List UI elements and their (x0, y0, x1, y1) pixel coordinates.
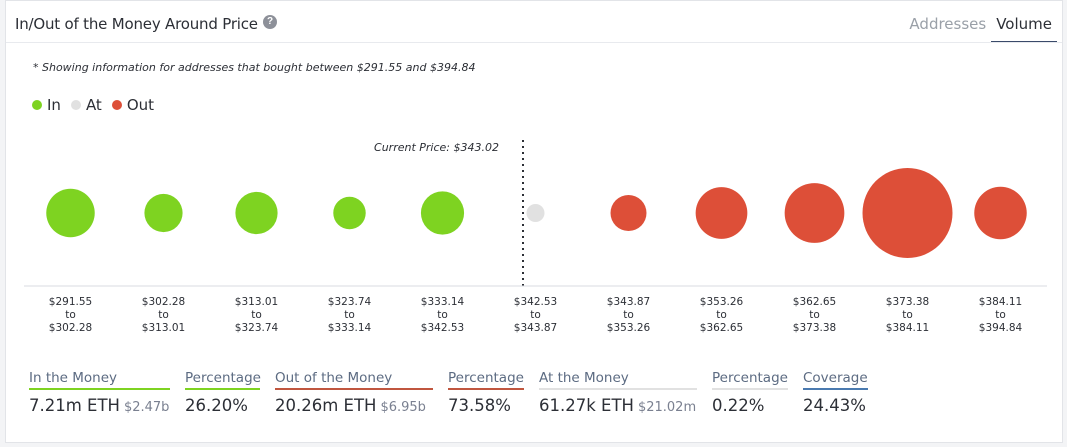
bubble-in[interactable] (333, 196, 366, 230)
stat-usd: $6.95b (380, 400, 426, 415)
tick-label-to: to (716, 309, 727, 321)
stat-label: Percentage (712, 370, 788, 390)
tick-label-to: to (158, 309, 169, 321)
stat-label: In the Money (29, 370, 170, 390)
tick-label-price: $384.11 (979, 296, 1022, 308)
bubble-out[interactable] (695, 187, 748, 239)
tick-label-price: $353.26 (700, 296, 744, 308)
bubble-out[interactable] (862, 168, 953, 258)
tick-label-price: $291.55 (49, 296, 92, 308)
bubble-in[interactable] (144, 193, 183, 233)
legend-dot-at (70, 100, 81, 110)
legend: In At Out (32, 96, 154, 114)
stat-label: Percentage (448, 370, 524, 390)
legend-label-out: Out (126, 96, 155, 114)
current-price-label: Current Price: $343.02 (374, 141, 499, 154)
stat-at-percentage: Percentage 0.22% (712, 370, 788, 415)
legend-dot-in (32, 100, 42, 110)
legend-item-at[interactable]: At (70, 96, 102, 114)
header-divider (6, 42, 1062, 43)
tick-label-price: $362.65 (700, 322, 743, 334)
bubble-in[interactable] (235, 191, 278, 235)
tick-label-price: $313.01 (142, 322, 185, 334)
bubble-chart: Current Price: $343.02 $291.55to$302.28$… (24, 140, 1047, 334)
stat-value: 61.27k ETH $21.02m (539, 396, 697, 415)
stat-label: Coverage (803, 370, 868, 390)
bubble-out[interactable] (610, 195, 647, 231)
legend-dot-out (111, 100, 122, 110)
legend-label-at: At (85, 96, 102, 114)
tick-label-to: to (530, 309, 541, 321)
tick-label-to: to (902, 309, 913, 321)
tick-label-to: to (65, 309, 76, 321)
stat-out-percentage: Percentage 73.58% (448, 370, 524, 415)
range-note: * Showing information for addresses that… (33, 61, 476, 74)
stat-usd: $2.47b (123, 400, 170, 415)
stat-amount: 24.43% (803, 396, 866, 415)
tick-label-price: $333.14 (328, 322, 372, 334)
stat-in-the-money: In the Money 7.21m ETH $2.47b (29, 370, 170, 415)
tick-label-price: $343.87 (607, 296, 650, 308)
stat-value: 7.21m ETH $2.47b (29, 396, 170, 415)
bubble-out[interactable] (784, 183, 845, 243)
tick-label-price: $302.28 (49, 322, 92, 334)
stat-usd: $21.02m (637, 400, 697, 415)
stat-label: Out of the Money (275, 370, 433, 390)
tick-label-price: $373.38 (793, 322, 836, 334)
tick-label-price: $302.28 (142, 296, 185, 308)
tick-label-price: $394.84 (979, 322, 1023, 334)
stat-amount: 0.22% (712, 396, 765, 415)
tick-label-price: $373.38 (886, 296, 929, 308)
stat-amount: 20.26m ETH (275, 396, 377, 415)
in-out-of-money-card: In/Out of the Money Around Price ? Addre… (5, 0, 1063, 443)
tick-label-price: $323.74 (328, 296, 372, 308)
stat-amount: 61.27k ETH (539, 396, 634, 415)
stat-coverage: Coverage 24.43% (803, 370, 868, 415)
tab-volume[interactable]: Volume (991, 13, 1057, 43)
tab-addresses[interactable]: Addresses (909, 15, 987, 33)
stat-value: 20.26m ETH $6.95b (275, 396, 433, 415)
tick-label-price: $384.11 (886, 322, 929, 334)
tick-label-price: $362.65 (793, 296, 836, 308)
tick-label-to: to (251, 309, 262, 321)
tick-label-price: $313.01 (235, 296, 278, 308)
legend-item-in[interactable]: In (32, 96, 61, 114)
stat-amount: 73.58% (448, 396, 511, 415)
card-title: In/Out of the Money Around Price (15, 15, 258, 33)
stat-label: Percentage (185, 370, 261, 390)
bubble-in[interactable] (420, 191, 465, 235)
stat-amount: 7.21m ETH (29, 396, 120, 415)
bubble-at[interactable] (526, 204, 545, 222)
legend-label-in: In (47, 96, 61, 114)
bubble-in[interactable] (46, 188, 95, 238)
tick-label-price: $323.74 (235, 322, 279, 334)
tick-label-to: to (995, 309, 1006, 321)
tick-label-to: to (437, 309, 448, 321)
question-circle-icon[interactable]: ? (263, 15, 277, 29)
tick-label-to: to (809, 309, 820, 321)
tick-label-to: to (344, 309, 355, 321)
stat-out-of-the-money: Out of the Money 20.26m ETH $6.95b (275, 370, 433, 415)
tick-label-to: to (623, 309, 634, 321)
tick-label-price: $342.53 (514, 296, 557, 308)
tick-label-price: $343.87 (514, 322, 557, 334)
legend-item-out[interactable]: Out (111, 96, 155, 114)
bubble-out[interactable] (974, 186, 1027, 240)
tick-label-price: $333.14 (421, 296, 465, 308)
stat-amount: 26.20% (185, 396, 248, 415)
stat-at-the-money: At the Money 61.27k ETH $21.02m (539, 370, 697, 415)
tick-label-price: $342.53 (421, 322, 464, 334)
tick-label-price: $353.26 (607, 322, 651, 334)
view-tabs: Addresses Volume (904, 13, 1057, 43)
stat-label: At the Money (539, 370, 697, 390)
stat-in-percentage: Percentage 26.20% (185, 370, 261, 415)
